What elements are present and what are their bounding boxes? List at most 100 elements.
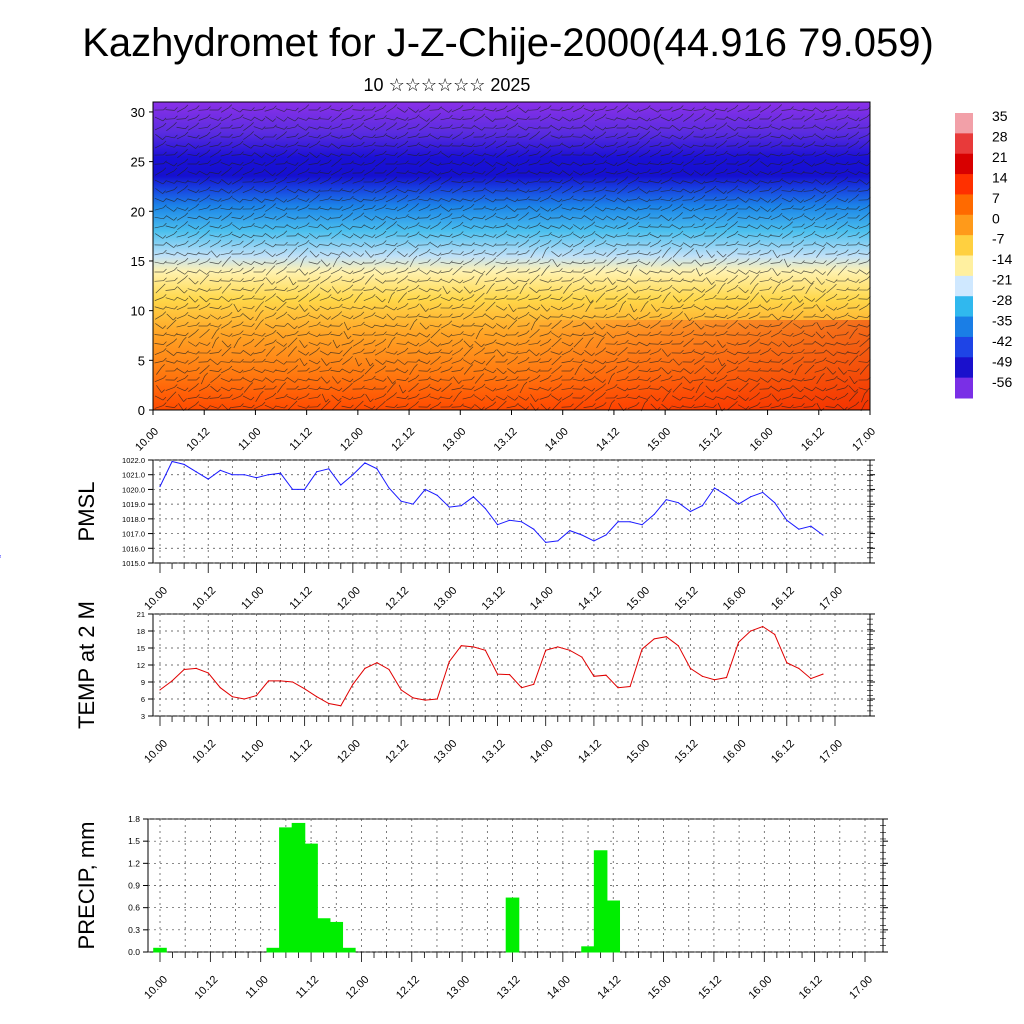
pmsl-point — [617, 521, 619, 523]
pmsl-point — [774, 502, 776, 504]
x-tick-label: 16.00 — [746, 974, 774, 1002]
x-tick-label: 11.12 — [287, 426, 314, 453]
temp-point — [231, 696, 233, 698]
precip-bar — [291, 822, 306, 953]
y-tick-label: 10 — [131, 304, 145, 319]
precip-bar — [593, 850, 608, 953]
axis-label: PMSL — [74, 482, 99, 542]
temp-point — [533, 683, 535, 685]
temp-point — [810, 678, 812, 680]
y-tick-label: 0 — [138, 403, 145, 418]
colorbar: 35 28 21 14 7 0 -7 -14 -21 -28 -35 -42 -49 -56 — [955, 108, 1012, 399]
temp-point — [701, 675, 704, 677]
x-tick-label: 13.12 — [492, 426, 520, 454]
colorbar-label: 7 — [992, 190, 1000, 206]
y-tick-label: 0.6 — [128, 903, 140, 913]
temp-point — [376, 662, 378, 664]
temp-point — [255, 695, 258, 697]
temp-point — [629, 685, 631, 688]
pmsl-point — [629, 521, 631, 523]
x-tick-label: 14.00 — [543, 426, 571, 454]
colorbar-swatch — [955, 153, 973, 175]
temp-point — [545, 649, 547, 651]
colorbar-label: -42 — [992, 333, 1012, 349]
x-tick-label: 10.12 — [184, 426, 212, 454]
colorbar-label: -28 — [992, 292, 1012, 308]
y-tick-label: 1015.0 — [122, 559, 145, 568]
precip-bar — [505, 897, 520, 953]
precip-bar — [581, 946, 595, 953]
x-tick-label: 14.12 — [576, 738, 604, 766]
y-tick-label: 0.9 — [128, 881, 140, 891]
pmsl-point — [496, 524, 499, 526]
pmsl-point — [822, 534, 824, 536]
colorbar-label: -7 — [992, 231, 1005, 247]
temp-point — [328, 702, 330, 705]
x-tick-label: 12.12 — [394, 974, 422, 1002]
pmsl-point — [183, 463, 185, 466]
pmsl-point — [255, 477, 258, 479]
y-tick-label: 1021.0 — [122, 471, 145, 480]
temp-point — [762, 625, 764, 628]
panel-frame — [152, 459, 871, 564]
x-tick-label: 17.00 — [850, 426, 878, 454]
x-tick-label: 12.00 — [338, 426, 366, 454]
x-tick-label: 11.12 — [287, 738, 314, 765]
y-tick-label: 0.3 — [128, 925, 140, 935]
pmsl-point — [533, 528, 535, 530]
precip-bar — [316, 918, 331, 953]
y-tick-label: 1020.0 — [122, 485, 145, 494]
y-tick-label: 15 — [131, 254, 145, 269]
x-tick-label: 10.00 — [142, 738, 170, 766]
x-tick-label: 12.00 — [344, 974, 372, 1002]
colorbar-swatch — [955, 275, 973, 297]
y-tick-label: 6 — [141, 695, 145, 704]
x-tick-label: 17.00 — [817, 738, 845, 766]
colorbar-label: 28 — [992, 128, 1008, 144]
colorbar-swatch — [955, 174, 973, 195]
temp-point — [617, 687, 619, 689]
x-tick-label: 14.00 — [528, 585, 556, 613]
x-tick-label: 11.00 — [236, 426, 263, 453]
x-tick-label: 13.00 — [431, 738, 459, 766]
grid-lines — [153, 459, 870, 564]
temp-point — [183, 668, 185, 671]
x-tick-label: 10.12 — [190, 738, 218, 766]
x-tick-label: 15.12 — [673, 738, 701, 766]
pmsl-point — [267, 474, 270, 476]
y-tick-label: 1016.0 — [122, 544, 145, 553]
pmsl-point — [701, 505, 704, 507]
x-tick-label: 15.12 — [696, 974, 724, 1002]
colorbar-label: 35 — [992, 108, 1008, 124]
temp-point — [484, 649, 487, 651]
axis-label: PRECIP, mm — [74, 822, 99, 950]
x-tick-label: 11.00 — [239, 585, 266, 612]
temp-point — [750, 630, 752, 632]
pmsl-point — [653, 513, 655, 516]
colorbar-swatch — [955, 316, 973, 338]
pmsl-point — [798, 528, 800, 530]
colorbar-swatch — [955, 194, 973, 216]
pmsl-point — [400, 500, 402, 502]
temp-point — [605, 674, 607, 676]
y-tick-label: 12 — [137, 661, 145, 670]
x-tick-label: 15.12 — [673, 585, 701, 613]
pmsl-point — [340, 484, 342, 486]
y-tick-label: 1.5 — [128, 836, 140, 846]
x-tick-label: 15.00 — [624, 585, 652, 613]
pmsl-point — [593, 540, 595, 542]
y-tick-label: 5 — [138, 353, 145, 368]
pmsl-point — [810, 525, 812, 527]
y-tick-label: 9 — [141, 678, 145, 687]
colorbar-swatch — [955, 113, 973, 134]
x-tick-label: 10.12 — [190, 585, 218, 613]
axis-label: TEMP at 2 M — [74, 601, 99, 729]
colorbar-label: -35 — [992, 313, 1012, 329]
x-tick-label: 13.12 — [480, 585, 508, 613]
x-tick-label: 16.12 — [769, 738, 797, 766]
x-tick-label: 16.00 — [721, 585, 749, 613]
x-tick-label: 16.12 — [799, 426, 827, 454]
precip-panel: 0.0 0.3 0.6 0.9 1.2 1.5 1.8 10.00 10.12 11.00 11.1… — [74, 814, 888, 1002]
colorbar-label: 21 — [992, 149, 1008, 165]
